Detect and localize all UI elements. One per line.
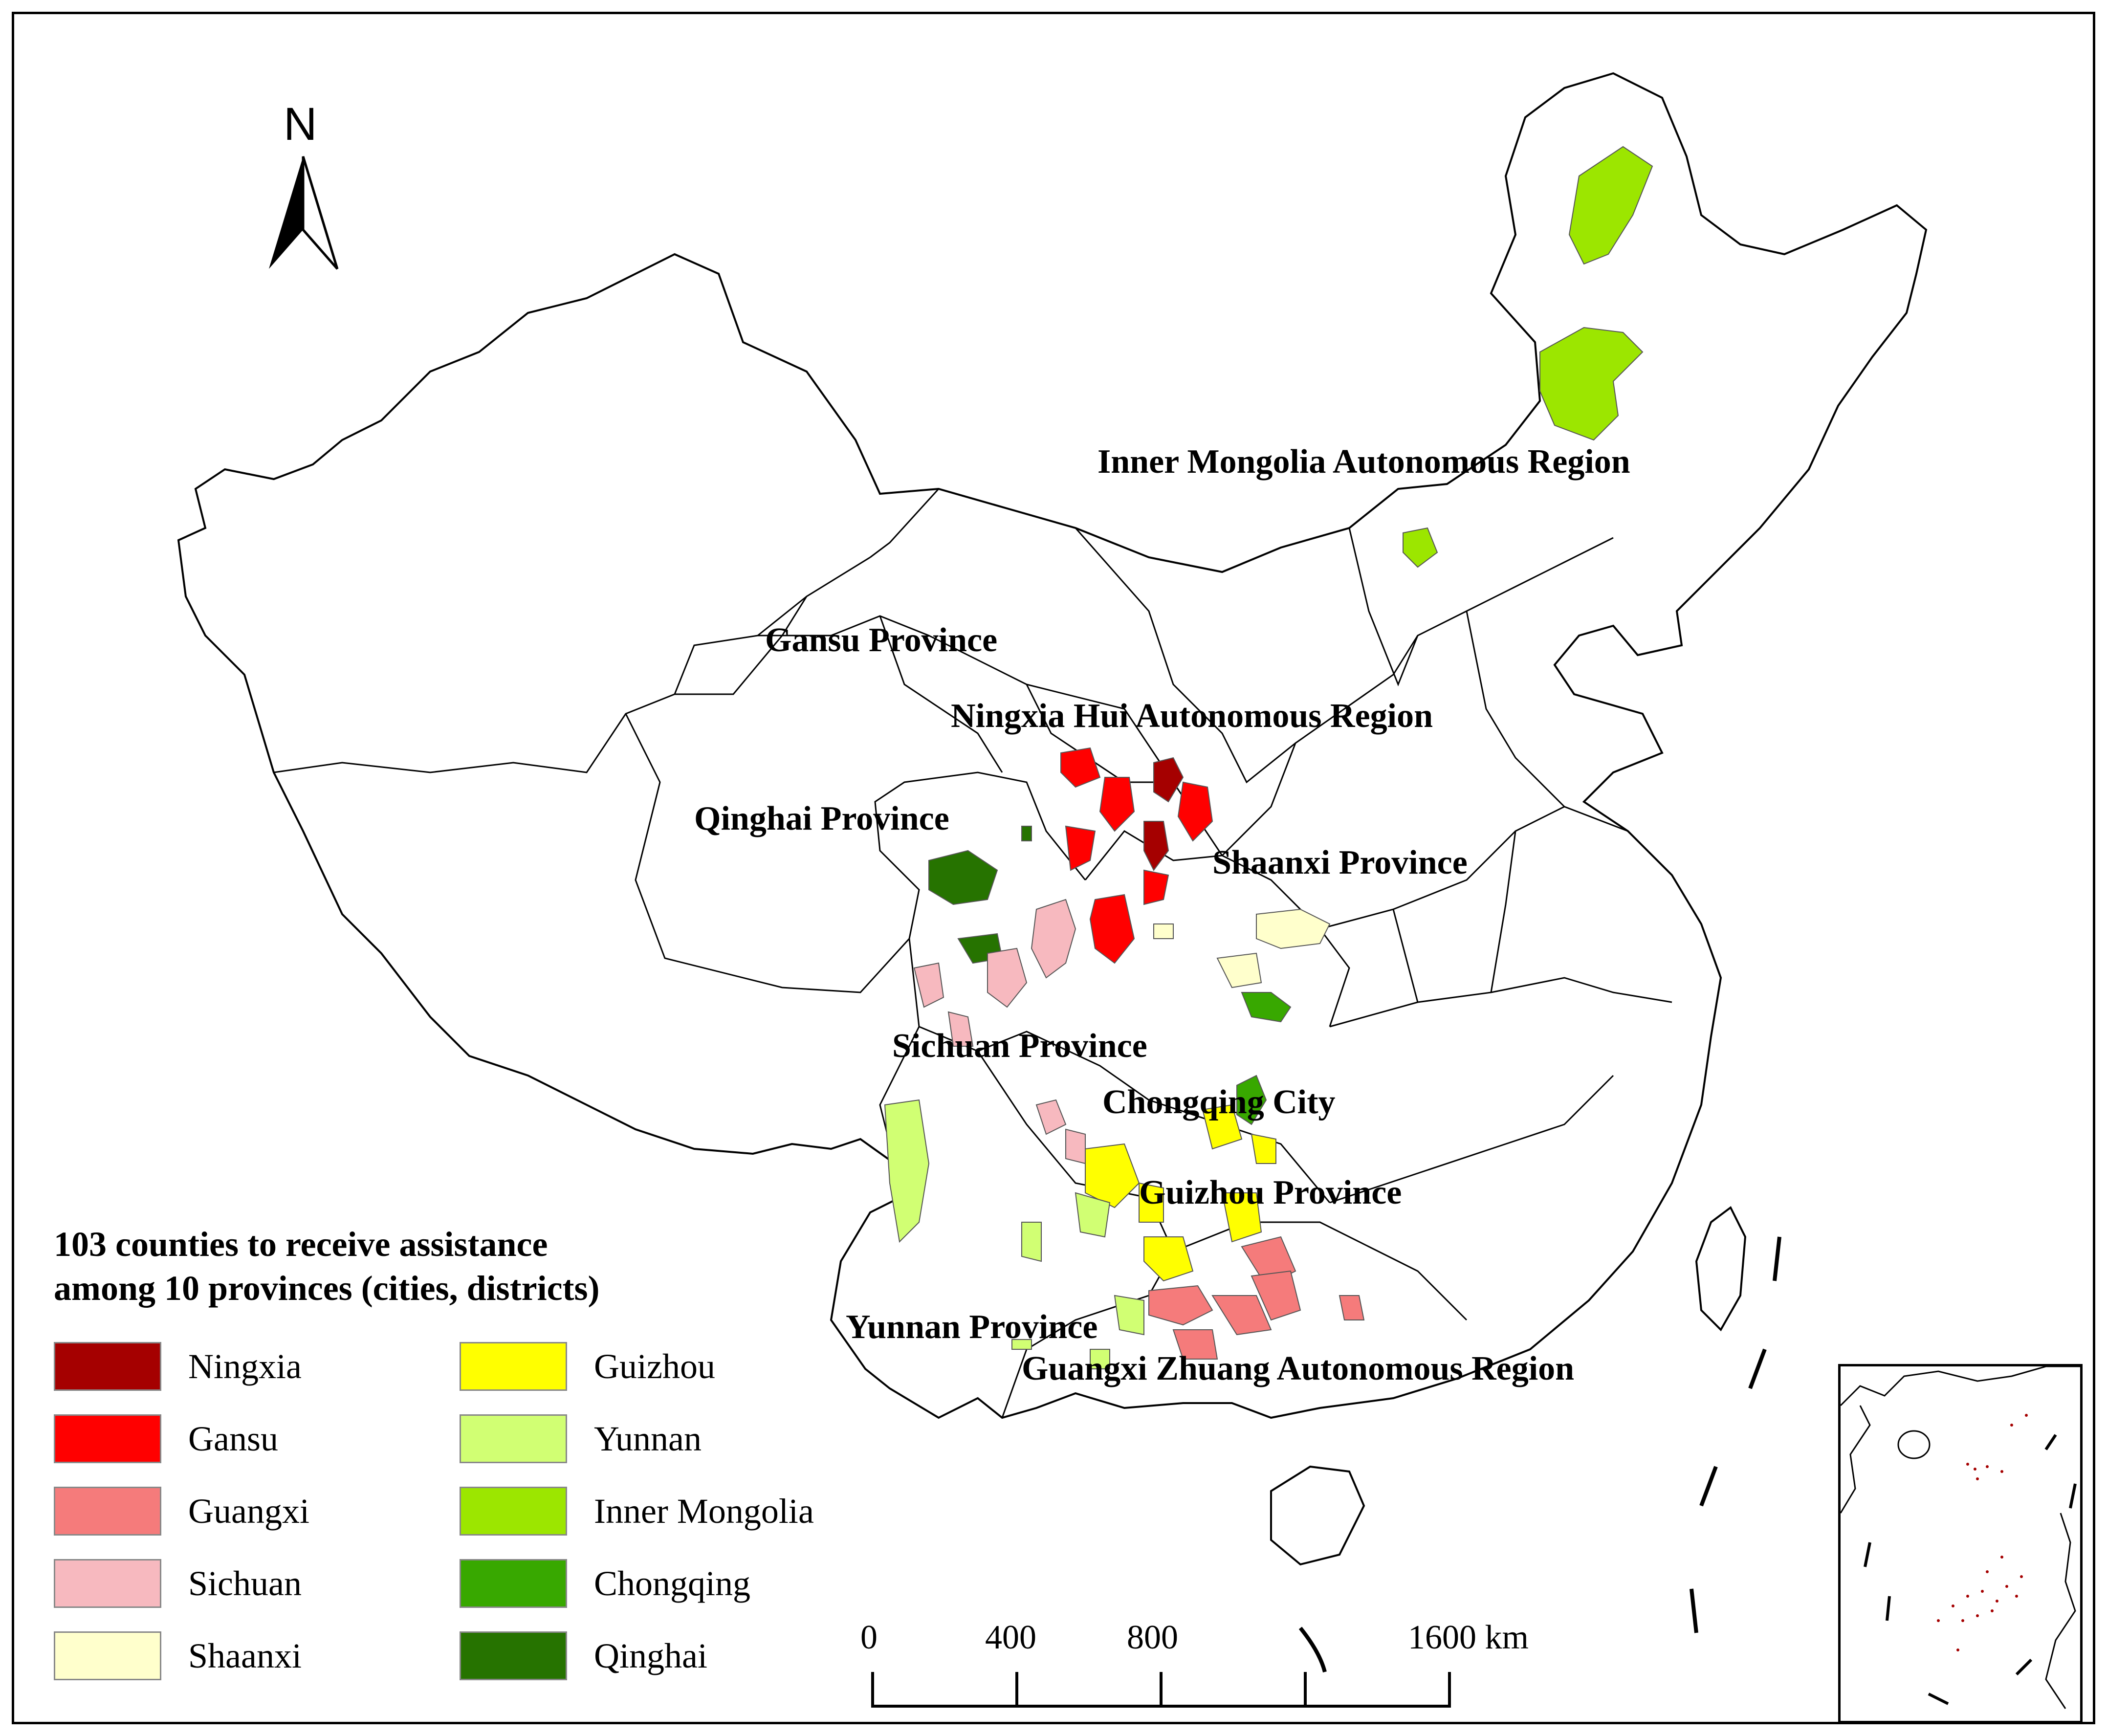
- inset-map: [1841, 1366, 2080, 1709]
- legend-item-chongqing: Chongqing: [460, 1557, 750, 1610]
- scale-bar: [871, 1672, 1451, 1708]
- label-ningxia: Ningxia Hui Autonomous Region: [951, 697, 1433, 735]
- legend-label: Shaanxi: [188, 1636, 302, 1675]
- inset-philippines: [2045, 1513, 2076, 1709]
- hainan-island: [1270, 1465, 1365, 1566]
- inset-mainland-coast: [1841, 1405, 1871, 1514]
- label-guizhou: Guizhou Province: [1139, 1174, 1402, 1211]
- scale-label-800: 800: [1127, 1619, 1178, 1656]
- taiwan-island: [1695, 1206, 1747, 1332]
- legend-swatch: [54, 1487, 161, 1536]
- legend-swatch: [460, 1414, 567, 1463]
- legend-item-gansu: Gansu: [54, 1412, 278, 1466]
- south-china-sea-inset: [1838, 1364, 2083, 1723]
- legend-label: Qinghai: [594, 1636, 707, 1675]
- north-arrow-icon: [269, 156, 339, 270]
- legend-item-ningxia: Ningxia: [54, 1340, 302, 1393]
- label-inner-mongolia: Inner Mongolia Autonomous Region: [1097, 443, 1630, 481]
- legend-item-inner-mongolia: Inner Mongolia: [460, 1484, 814, 1538]
- label-sichuan: Sichuan Province: [892, 1027, 1147, 1065]
- legend-title: 103 counties to receive assistance among…: [54, 1222, 787, 1310]
- scale-label-400: 400: [985, 1619, 1036, 1656]
- legend-swatch: [54, 1631, 161, 1680]
- legend-swatch: [54, 1342, 161, 1391]
- legend-label: Gansu: [188, 1419, 278, 1458]
- inset-coast: [1841, 1366, 2080, 1406]
- label-chongqing: Chongqing City: [1102, 1083, 1336, 1121]
- map-frame: [12, 12, 2095, 1724]
- label-gansu: Gansu Province: [765, 621, 998, 659]
- legend-label: Sichuan: [188, 1563, 302, 1603]
- sichuan-counties: [913, 899, 1086, 1165]
- legend-label: Ningxia: [188, 1346, 302, 1386]
- legend-title-line1: 103 counties to receive assistance: [54, 1225, 548, 1264]
- legend-label: Chongqing: [594, 1563, 751, 1603]
- inset-islands: [1937, 1414, 2028, 1651]
- legend-item-guizhou: Guizhou: [460, 1340, 715, 1393]
- china-outline: [177, 72, 1928, 1419]
- scale-label-1600: 1600 km: [1408, 1619, 1529, 1656]
- label-yunnan: Yunnan Province: [846, 1308, 1098, 1346]
- legend-label: Guangxi: [188, 1491, 309, 1531]
- gansu-counties: [1060, 747, 1213, 964]
- legend-swatch: [460, 1487, 567, 1536]
- legend-title-line2: among 10 provinces (cities, districts): [54, 1269, 600, 1308]
- legend-swatch: [54, 1414, 161, 1463]
- legend-item-shaanxi: Shaanxi: [54, 1629, 302, 1683]
- legend-item-guangxi: Guangxi: [54, 1484, 309, 1538]
- inset-hainan: [1897, 1430, 1931, 1459]
- legend-label: Inner Mongolia: [594, 1491, 814, 1531]
- legend-item-qinghai: Qinghai: [460, 1629, 707, 1683]
- sea-dash-lines: [1298, 1236, 1781, 1673]
- label-guangxi: Guangxi Zhuang Autonomous Region: [1022, 1350, 1575, 1387]
- legend-item-sichuan: Sichuan: [54, 1557, 302, 1610]
- ningxia-counties: [1143, 757, 1184, 871]
- label-qinghai: Qinghai Province: [694, 800, 949, 837]
- legend-swatch: [460, 1342, 567, 1391]
- legend-swatch: [460, 1631, 567, 1680]
- legend-swatch: [460, 1559, 567, 1608]
- legend-item-yunnan: Yunnan: [460, 1412, 702, 1466]
- label-shaanxi: Shaanxi Province: [1212, 844, 1468, 881]
- guizhou-counties: [1085, 1104, 1276, 1282]
- province-boundaries: [273, 488, 1672, 1418]
- chongqing-counties: [1236, 992, 1292, 1125]
- scale-label-0: 0: [860, 1619, 878, 1656]
- inner-mongolia-counties: [1403, 146, 1653, 568]
- legend-swatch: [54, 1559, 161, 1608]
- inset-dashes: [1864, 1434, 2077, 1705]
- north-label: N: [284, 98, 317, 150]
- guangxi-counties: [1148, 1236, 1365, 1360]
- legend-label: Guizhou: [594, 1346, 715, 1386]
- yunnan-counties: [884, 1099, 1144, 1369]
- legend-label: Yunnan: [594, 1419, 702, 1458]
- shaanxi-counties: [1153, 908, 1331, 989]
